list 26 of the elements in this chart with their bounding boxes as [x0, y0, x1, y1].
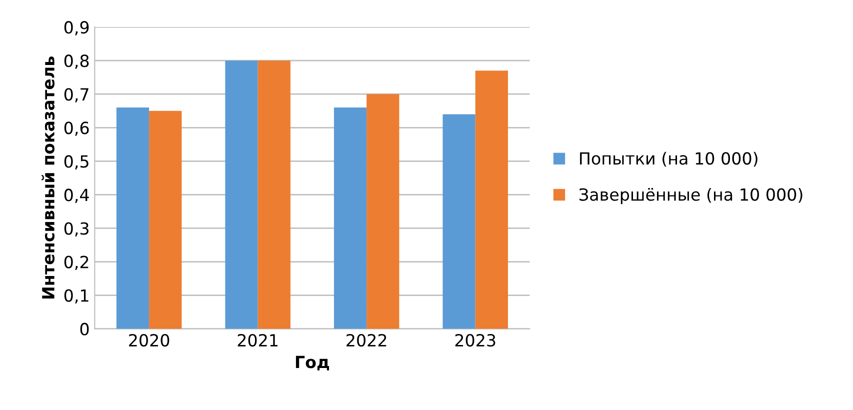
bar: [225, 60, 258, 329]
y-tick-label: 0: [80, 322, 89, 336]
legend-label: Завершённые (на 10 000): [580, 188, 802, 204]
x-tick-label: 2023: [455, 334, 496, 347]
bar: [475, 70, 508, 329]
y-tick-label: 0,4: [64, 188, 89, 203]
y-tick-label: 0,8: [64, 54, 89, 69]
y-tick-label: 0,3: [64, 222, 88, 237]
bar: [116, 108, 150, 329]
y-tick-label: 0,5: [64, 155, 88, 170]
x-tick-label: 2021: [238, 334, 278, 347]
bar: [149, 110, 182, 329]
y-tick-label: 0,6: [64, 122, 89, 136]
y-tick-label: 0,2: [64, 256, 88, 270]
x-tick-label: 2020: [129, 334, 170, 347]
y-tick-label: 0,7: [64, 88, 88, 102]
x-axis-title: Год: [296, 356, 330, 370]
y-axis-title: Интенсивный показатель: [42, 56, 55, 299]
bar: [366, 94, 400, 329]
bar: [258, 60, 290, 329]
x-tick-label: 2022: [346, 334, 386, 347]
legend-label: Попытки (на 10 000): [580, 152, 758, 167]
y-tick-label: 0,9: [64, 21, 89, 36]
bar: [334, 108, 367, 329]
bar: [442, 114, 476, 329]
y-tick-label: 0,1: [64, 289, 88, 304]
